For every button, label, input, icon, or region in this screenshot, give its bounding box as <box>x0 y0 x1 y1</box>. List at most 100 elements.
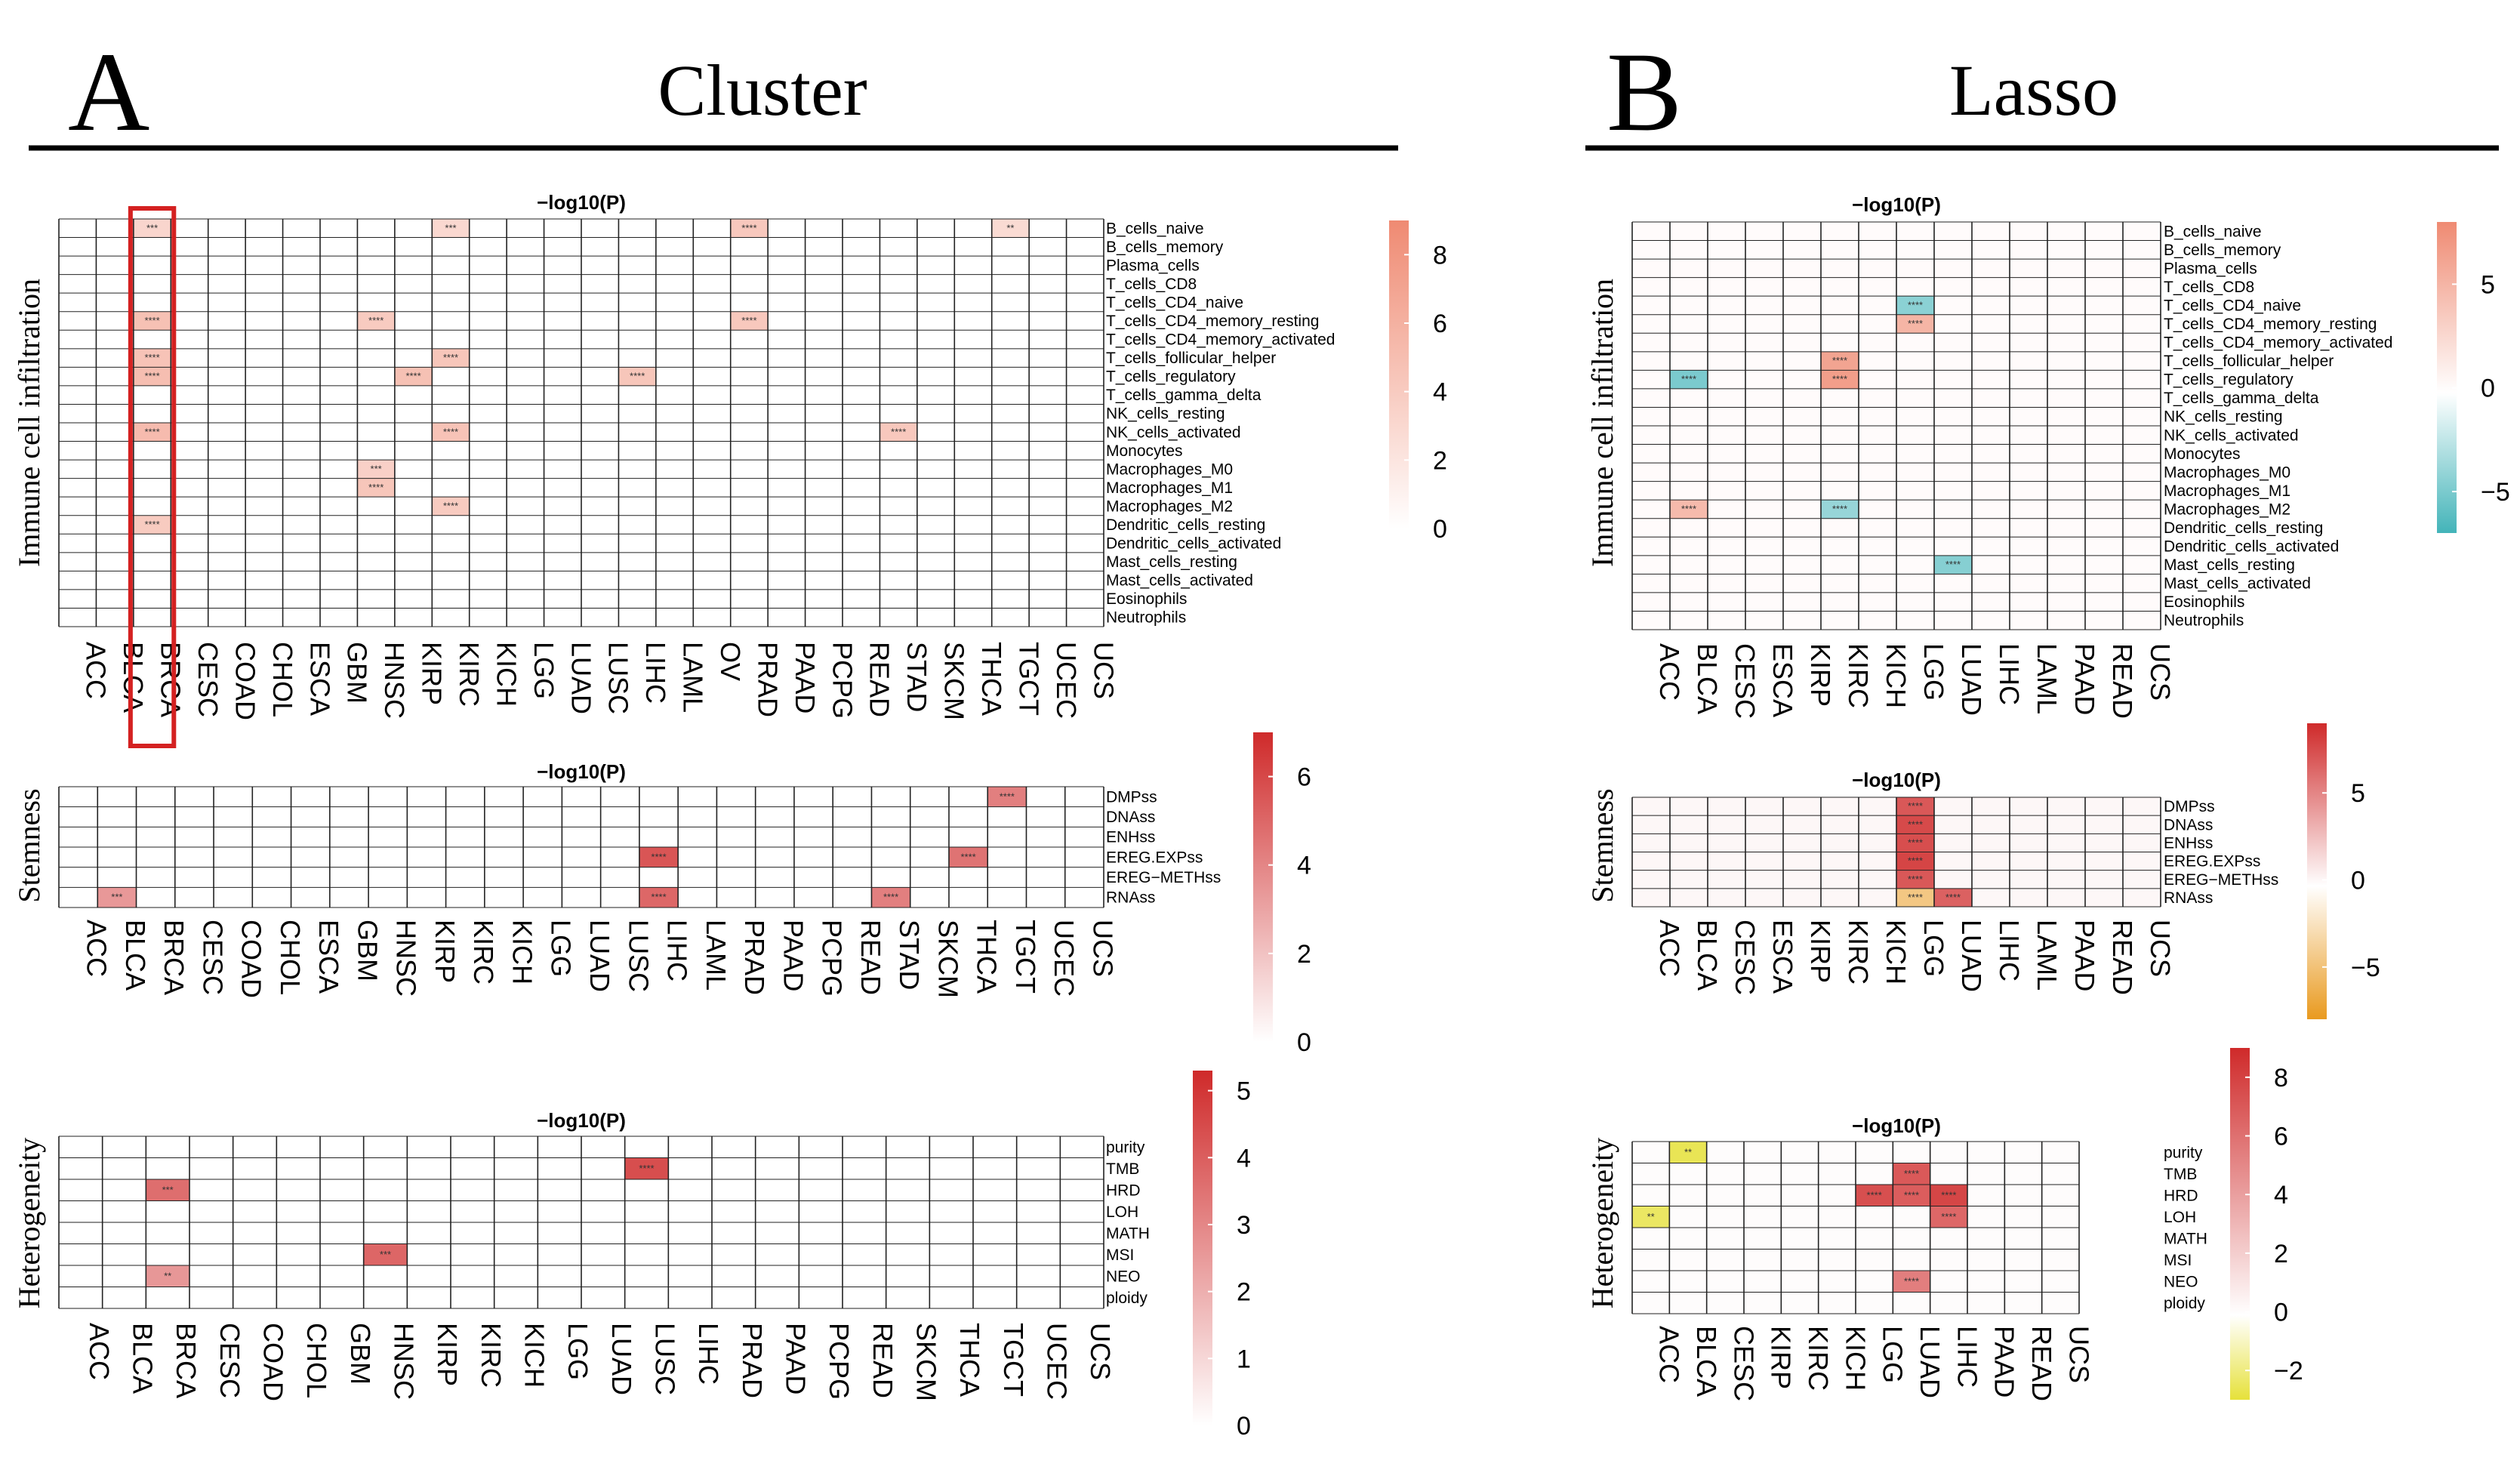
significance-stars: **** <box>1681 503 1696 514</box>
row-label: Eosinophils <box>2164 593 2244 611</box>
heatmap-cell <box>1632 1206 1670 1228</box>
legend-tick-label: 2 <box>1297 940 1311 969</box>
heatmap-cell <box>987 787 1027 807</box>
significance-stars: **** <box>741 222 756 233</box>
legend-tick-label: 5 <box>2351 779 2365 808</box>
column-label: PAAD <box>1989 1326 2020 1398</box>
heatmap-cell <box>357 311 395 331</box>
y-axis-label: Stemness <box>12 788 46 902</box>
heatmap-cell <box>133 348 171 368</box>
heatmap-cell <box>880 423 917 442</box>
column-label: UCS <box>2145 920 2176 977</box>
heatmap-cell <box>133 515 171 535</box>
heatmap-cell <box>1670 370 1708 389</box>
row-label: T_cells_CD4_memory_resting <box>2164 316 2377 333</box>
column-label: READ <box>2026 1326 2057 1401</box>
column-label: KIRP <box>1766 1326 1797 1389</box>
column-label: BLCA <box>1692 643 1723 714</box>
row-label: Mast_cells_resting <box>1106 553 1237 571</box>
legend-tick-label: 2 <box>1237 1278 1251 1307</box>
heatmap-cell <box>1669 1142 1707 1163</box>
column-label: LIHC <box>693 1323 724 1385</box>
legend-tick-label: 0 <box>2274 1299 2288 1327</box>
column-label: BLCA <box>128 1323 159 1394</box>
panel-b-letter: B <box>1607 29 1682 155</box>
significance-stars: **** <box>443 500 458 511</box>
color-legend-bar <box>1193 1071 1212 1425</box>
color-legend-bar <box>1253 732 1273 1042</box>
color-legend-bar <box>1389 220 1409 528</box>
row-label: Macrophages_M2 <box>2164 501 2290 518</box>
column-label: CESC <box>1730 643 1761 719</box>
significance-stars: **** <box>1000 790 1015 802</box>
column-label: LUAD <box>584 920 615 992</box>
row-label: T_cells_CD4_memory_activated <box>2164 334 2392 352</box>
significance-stars: ** <box>1006 222 1014 233</box>
column-label: TGCT <box>1013 642 1044 716</box>
column-label: KICH <box>491 642 522 707</box>
row-label: Mast_cells_resting <box>2164 556 2295 574</box>
significance-stars: ** <box>164 1270 171 1281</box>
column-label: KICH <box>1881 643 1912 708</box>
heatmap-B3: ********** **** ****** ********−log10(P)pur… <box>1585 1048 2303 1401</box>
heatmap-A3: ************−log10(P)purityTMBHRDLOHMATH… <box>12 1071 1251 1441</box>
heatmap-cell <box>730 311 769 331</box>
row-label: NK_cells_activated <box>2164 427 2299 444</box>
significance-stars: **** <box>144 426 159 437</box>
legend-tick-label: 4 <box>1433 378 1447 407</box>
row-label: NEO <box>2164 1273 2198 1290</box>
heatmap-cell <box>618 367 656 386</box>
column-label: LGG <box>562 1323 593 1380</box>
heatmap-cell <box>1896 834 1934 852</box>
significance-stars: **** <box>368 315 384 326</box>
row-label: HRD <box>1106 1182 1141 1199</box>
highlight-box <box>128 206 177 748</box>
color-legend-bar <box>2230 1048 2250 1400</box>
column-label: LIHC <box>662 920 693 981</box>
column-label: BRCA <box>159 920 189 995</box>
significance-stars: **** <box>651 851 666 862</box>
column-label: TGCT <box>1010 920 1041 994</box>
column-label: READ <box>2107 920 2138 995</box>
column-label: LUSC <box>623 920 654 992</box>
significance-stars: *** <box>380 1249 391 1260</box>
column-label: READ <box>864 642 895 717</box>
row-label: LOH <box>2164 1209 2196 1226</box>
column-label: LUAD <box>1956 920 1987 992</box>
significance-stars: **** <box>1945 559 1961 570</box>
column-label: KICH <box>1881 920 1912 985</box>
heatmap-cell <box>1930 1185 1967 1206</box>
column-label: BRCA <box>171 1323 202 1398</box>
heatmap-cell <box>133 311 171 331</box>
row-label: TMB <box>1106 1160 1139 1178</box>
column-label: THCA <box>976 642 1007 716</box>
significance-stars: **** <box>1681 374 1696 385</box>
significance-stars: **** <box>1908 855 1923 867</box>
column-label: LGG <box>546 920 577 977</box>
column-label: LAML <box>678 642 709 713</box>
row-label: Dendritic_cells_activated <box>1106 535 1281 553</box>
column-label: KICH <box>507 920 538 985</box>
row-label: RNAss <box>2164 889 2213 907</box>
column-label: ESCA <box>1767 920 1798 994</box>
heatmap-cell <box>1856 1185 1893 1206</box>
column-label: CHOL <box>275 920 306 995</box>
row-label: EREG.EXPss <box>1106 849 1203 866</box>
significance-stars: **** <box>144 315 159 326</box>
column-label: KIRC <box>468 920 499 985</box>
row-label: Monocytes <box>1106 442 1183 460</box>
row-label: NK_cells_resting <box>1106 405 1225 423</box>
heatmap-title: −log10(P) <box>1852 1114 1941 1137</box>
heatmap-title: −log10(P) <box>537 760 626 783</box>
column-label: KIRC <box>1803 1326 1834 1391</box>
column-label: CESC <box>1728 1326 1759 1401</box>
column-label: KIRC <box>1843 643 1874 708</box>
significance-stars: **** <box>1904 1168 1919 1179</box>
column-label: LUSC <box>603 642 634 714</box>
legend-tick-label: 6 <box>1433 310 1447 338</box>
significance-stars: **** <box>1945 892 1961 903</box>
row-label: ploidy <box>1106 1290 1148 1307</box>
significance-stars: *** <box>445 222 456 233</box>
row-label: Macrophages_M2 <box>1106 498 1233 515</box>
heatmap-cell <box>432 219 470 238</box>
